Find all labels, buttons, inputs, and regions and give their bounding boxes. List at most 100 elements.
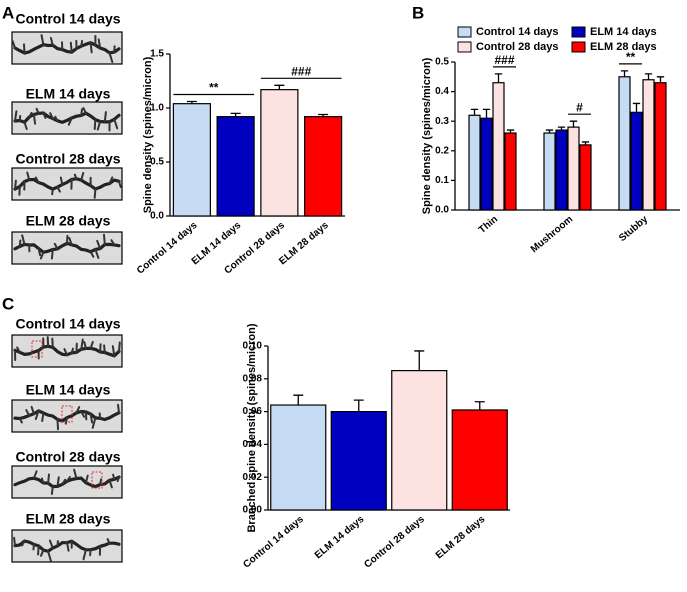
x-tick-label: Stubby xyxy=(617,214,650,244)
spines xyxy=(18,403,120,431)
error-bar xyxy=(644,73,653,80)
y-axis-label: Spine density (spines/micron) xyxy=(421,57,433,214)
image-label: Control 28 days xyxy=(15,449,120,465)
y-axis-label: Branched spine density (spines/micron) xyxy=(246,323,258,532)
error-bar xyxy=(474,401,485,410)
y-tick-label: 0.1 xyxy=(435,175,449,186)
x-tick-label: Control 14 days xyxy=(135,220,200,277)
error-bar xyxy=(494,73,503,83)
y-tick-label: 0.10 xyxy=(243,341,263,352)
image-label: Control 28 days xyxy=(15,151,120,167)
error-bar xyxy=(620,70,629,77)
bar xyxy=(567,126,580,211)
bar xyxy=(172,103,211,217)
image-label: ELM 28 days xyxy=(26,511,111,527)
y-tick-label: 1.5 xyxy=(150,49,164,60)
panel-label: A xyxy=(2,3,14,22)
error-bar xyxy=(545,129,554,134)
error-bar xyxy=(632,102,641,113)
spines xyxy=(14,171,122,199)
y-tick-label: 0.5 xyxy=(150,157,164,168)
spines xyxy=(14,107,119,132)
panel-label: C xyxy=(2,294,14,313)
bar xyxy=(579,144,592,211)
y-tick-label: 0.02 xyxy=(243,472,263,483)
significance-label: ### xyxy=(291,64,311,78)
y-tick-label: 0.4 xyxy=(435,86,449,97)
image-label: Control 14 days xyxy=(15,316,120,332)
bar xyxy=(216,116,255,217)
significance-label: ### xyxy=(494,53,514,67)
significance-label: ** xyxy=(626,50,636,64)
y-tick-label: 0.04 xyxy=(243,439,263,450)
y-tick-label: 0.0 xyxy=(150,211,164,222)
bar xyxy=(555,129,568,211)
bar xyxy=(642,79,655,211)
spines xyxy=(32,468,120,495)
legend-swatch xyxy=(457,26,472,38)
roi-box xyxy=(31,340,43,358)
dendrite xyxy=(13,177,121,191)
error-bar xyxy=(186,100,197,104)
spines xyxy=(14,336,121,361)
legend-swatch xyxy=(571,26,586,38)
error-bar xyxy=(656,76,665,83)
error-bar xyxy=(569,120,578,128)
bar xyxy=(543,132,556,211)
y-tick-label: 0.3 xyxy=(435,116,449,127)
roi-box xyxy=(61,405,73,423)
bar xyxy=(330,411,387,511)
bar xyxy=(270,404,327,511)
image-label: ELM 14 days xyxy=(26,382,111,398)
y-tick-label: 0.00 xyxy=(243,505,263,516)
bar xyxy=(618,76,631,211)
x-tick-label: ELM 28 days xyxy=(434,514,488,562)
image-label: ELM 28 days xyxy=(26,213,111,229)
error-bar xyxy=(318,113,329,117)
significance-label: ** xyxy=(209,81,219,95)
error-bar xyxy=(581,141,590,145)
bar xyxy=(492,82,505,211)
legend-label: ELM 28 days xyxy=(590,41,657,53)
y-tick-label: 0.5 xyxy=(435,57,449,68)
dendrite xyxy=(13,111,121,125)
spines xyxy=(13,536,111,562)
legend-swatch xyxy=(457,41,472,53)
x-tick-label: ELM 14 days xyxy=(313,514,367,562)
legend-label: Control 14 days xyxy=(476,26,559,38)
bar xyxy=(480,117,493,211)
y-tick-label: 0.06 xyxy=(243,406,263,417)
x-tick-label: Thin xyxy=(477,214,500,236)
error-bar xyxy=(482,108,491,119)
x-tick-label: Control 28 days xyxy=(362,514,427,571)
error-bar xyxy=(293,394,304,406)
bar xyxy=(260,89,299,217)
bar xyxy=(654,82,667,211)
error-bar xyxy=(414,350,425,371)
bar xyxy=(468,114,481,211)
y-tick-label: 1.0 xyxy=(150,103,164,114)
bar xyxy=(304,116,343,217)
image-label: ELM 14 days xyxy=(26,86,111,102)
error-bar xyxy=(353,399,364,412)
y-axis-label: Spine density (spines/micron) xyxy=(142,56,154,213)
roi-box xyxy=(91,471,103,489)
dendrite xyxy=(13,40,121,55)
x-tick-label: Mushroom xyxy=(529,214,575,255)
significance-label: # xyxy=(576,100,583,114)
bar xyxy=(630,111,643,211)
error-bar xyxy=(506,129,515,134)
spines xyxy=(18,233,116,260)
error-bar xyxy=(470,108,479,116)
y-tick-label: 0.0 xyxy=(435,205,449,216)
spines xyxy=(11,34,116,63)
legend-label: Control 28 days xyxy=(476,41,559,53)
micrograph xyxy=(11,31,123,65)
legend-label: ELM 14 days xyxy=(590,26,657,38)
error-bar xyxy=(557,126,566,131)
y-tick-label: 0.2 xyxy=(435,145,449,156)
bar xyxy=(451,409,508,511)
bar xyxy=(391,370,448,511)
legend-swatch xyxy=(571,41,586,53)
